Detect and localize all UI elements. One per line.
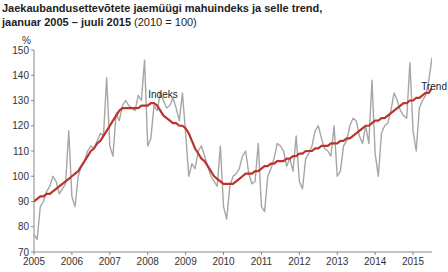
x-tick-label: 2015 xyxy=(402,256,425,267)
x-tick xyxy=(337,252,338,255)
y-tick-label: 100 xyxy=(12,171,29,182)
chart-container: Jaekaubandusettevõtete jaemüügi mahuinde… xyxy=(0,0,448,272)
subtitle: jaanuar 2005 – juuli 2015 (2010 = 100) xyxy=(1,16,197,28)
y-tick-label: 120 xyxy=(12,120,29,131)
plot-area xyxy=(34,58,432,240)
chart: Jaekaubandusettevõtete jaemüügi mahuinde… xyxy=(0,0,448,272)
x-tick xyxy=(71,252,72,255)
x-tick-label: 2007 xyxy=(99,256,122,267)
x-tick xyxy=(223,252,224,255)
y-tick xyxy=(31,125,34,126)
y-tick xyxy=(31,151,34,152)
x-tick-label: 2013 xyxy=(326,256,349,267)
x-tick-label: 2010 xyxy=(212,256,235,267)
y-tick xyxy=(31,226,34,227)
y-tick xyxy=(31,100,34,101)
y-tick-label: 140 xyxy=(12,70,29,81)
x-tick-label: 2006 xyxy=(61,256,84,267)
y-tick-label: 130 xyxy=(12,95,29,106)
x-tick xyxy=(299,252,300,255)
title: Jaekaubandusettevõtete jaemüügi mahuinde… xyxy=(2,2,322,14)
y-tick xyxy=(31,50,34,51)
y-tick xyxy=(31,176,34,177)
y-tick-label: 90 xyxy=(18,196,30,207)
x-tick-label: 2008 xyxy=(137,256,160,267)
x-tick-label: 2005 xyxy=(23,256,46,267)
y-axis-label: % xyxy=(22,35,31,46)
subtitle-part: (2010 = 100) xyxy=(131,16,197,28)
x-axis xyxy=(34,252,432,253)
x-tick-label: 2011 xyxy=(251,256,273,267)
x-tick-label: 2012 xyxy=(288,256,311,267)
x-tick-label: 2009 xyxy=(174,256,197,267)
y-tick-label: 80 xyxy=(18,221,30,232)
x-tick xyxy=(34,252,35,255)
x-tick xyxy=(109,252,110,255)
x-tick xyxy=(185,252,186,255)
subtitle-part: jaanuar 2005 – juuli 2015 xyxy=(1,16,131,28)
y-tick-label: 110 xyxy=(13,146,29,157)
x-tick xyxy=(261,252,262,255)
series-line xyxy=(34,88,432,202)
series-line xyxy=(34,58,432,240)
y-tick xyxy=(31,201,34,202)
x-tick xyxy=(413,252,414,255)
y-tick-label: 150 xyxy=(12,45,29,56)
x-tick xyxy=(375,252,376,255)
series-label: Trend xyxy=(421,81,447,92)
x-tick-label: 2014 xyxy=(364,256,387,267)
x-tick xyxy=(147,252,148,255)
series-label: Indeks xyxy=(148,89,177,100)
y-tick xyxy=(31,75,34,76)
